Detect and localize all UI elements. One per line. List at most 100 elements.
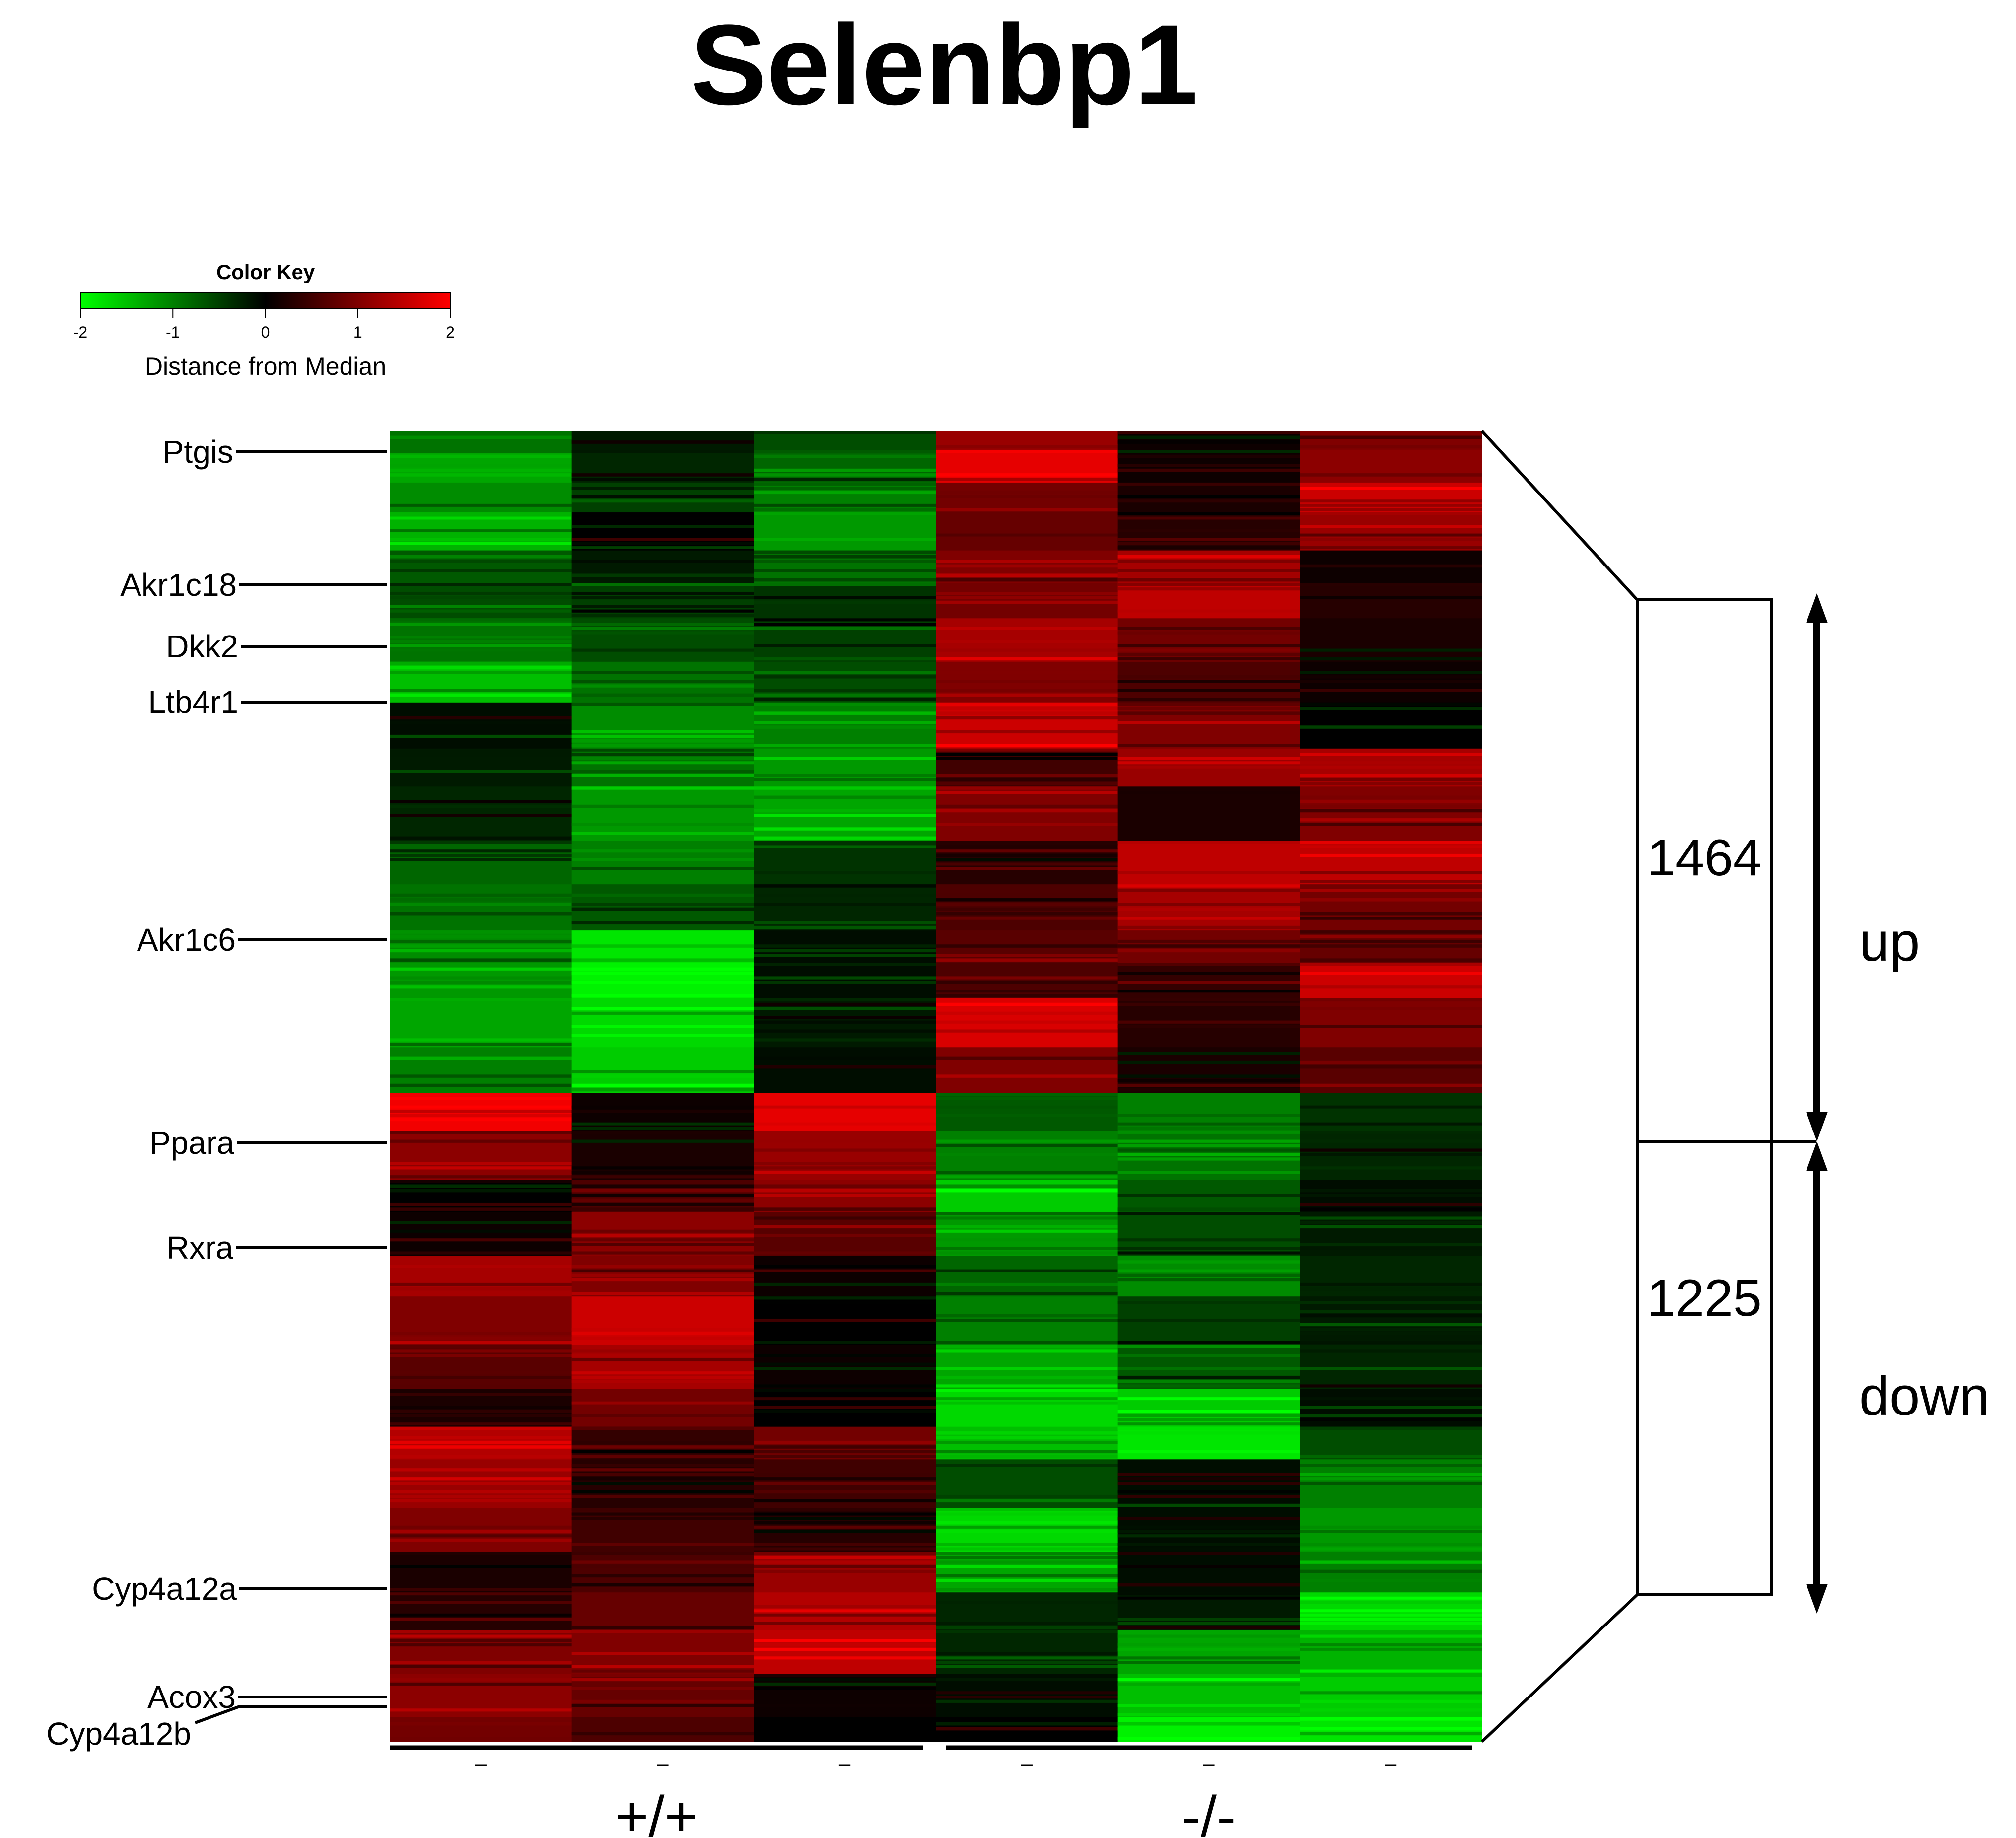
heatmap-stripe xyxy=(1117,653,1300,656)
heatmap-stripe xyxy=(936,903,1118,906)
heatmap-stripe xyxy=(390,1251,572,1255)
heatmap-stripe xyxy=(1117,627,1300,630)
heatmap-stripe xyxy=(754,1002,936,1006)
heatmap-stripe xyxy=(571,1166,754,1170)
heatmap-stripe xyxy=(390,1189,572,1193)
heatmap-stripe xyxy=(936,1105,1118,1109)
heatmap-stripe xyxy=(571,596,754,600)
heatmap-stripe xyxy=(754,1639,936,1642)
heatmap-stripe xyxy=(390,939,572,943)
heatmap-stripe xyxy=(390,1422,572,1426)
heatmap-stripe xyxy=(390,1038,572,1042)
heatmap-stripe xyxy=(1117,702,1300,706)
cluster-direction-label: down xyxy=(1859,1366,1990,1427)
heatmap-stripe xyxy=(754,1643,936,1647)
heatmap-stripe xyxy=(754,1318,936,1322)
heatmap-stripe xyxy=(390,560,572,563)
heatmap-stripe xyxy=(754,1038,936,1042)
heatmap-stripe xyxy=(390,836,572,840)
heatmap-stripe xyxy=(571,1074,754,1078)
heatmap-stripe xyxy=(1117,939,1300,943)
heatmap-stripe xyxy=(936,778,1118,781)
heatmap-stripe xyxy=(936,1665,1118,1668)
heatmap-stripe xyxy=(936,1574,1118,1578)
heatmap-stripe xyxy=(1300,538,1482,541)
heatmap-stripe xyxy=(936,1397,1118,1401)
heatmap-stripe xyxy=(1117,1175,1300,1179)
heatmap-stripe xyxy=(390,898,572,902)
heatmap-stripe xyxy=(1300,1397,1482,1401)
heatmap-stripe xyxy=(1300,880,1482,883)
heatmap-stripe xyxy=(936,1318,1118,1322)
heatmap-stripe xyxy=(1117,845,1300,848)
heatmap-stripe xyxy=(1300,525,1482,528)
heatmap-stripe xyxy=(1117,1596,1300,1600)
heatmap-stripe xyxy=(754,893,936,897)
heatmap-stripe xyxy=(1300,1287,1482,1291)
heatmap-cell xyxy=(1300,1296,1482,1346)
heatmap-stripe xyxy=(571,702,754,706)
heatmap-stripe xyxy=(390,1436,572,1440)
heatmap-stripe xyxy=(754,487,936,490)
heatmap-stripe xyxy=(571,993,754,997)
color-key-tick-label: 1 xyxy=(353,323,362,341)
heatmap-stripe xyxy=(1117,1503,1300,1507)
heatmap-stripe xyxy=(936,841,1118,844)
heatmap-stripe xyxy=(1117,583,1300,586)
heatmap-stripe xyxy=(571,1332,754,1336)
heatmap-stripe xyxy=(571,1175,754,1179)
heatmap-stripe xyxy=(571,1088,754,1092)
heatmap-stripe xyxy=(754,1265,936,1268)
heatmap-stripe xyxy=(571,730,754,734)
heatmap-stripe xyxy=(1300,1613,1482,1617)
heatmap-stripe xyxy=(1300,1547,1482,1551)
heatmap-cell xyxy=(936,1592,1118,1631)
heatmap-stripe xyxy=(1300,1406,1482,1409)
gene-label: Akr1c6 xyxy=(137,922,236,958)
heatmap-stripe xyxy=(1117,440,1300,444)
heatmap-stripe xyxy=(571,972,754,975)
heatmap-stripe xyxy=(754,1384,936,1388)
heatmap-stripe xyxy=(571,770,754,773)
heatmap-stripe xyxy=(571,1560,754,1564)
heatmap-stripe xyxy=(754,555,936,559)
heatmap-stripe xyxy=(1117,871,1300,875)
heatmap-cell xyxy=(1300,450,1482,483)
heatmap-stripe xyxy=(936,782,1118,785)
heatmap-stripe xyxy=(390,976,572,980)
heatmap-stripe xyxy=(390,1175,572,1179)
heatmap-cell xyxy=(936,1047,1118,1093)
group-label: -/- xyxy=(1182,1785,1236,1838)
heatmap-stripe xyxy=(1117,1530,1300,1533)
heatmap-stripe xyxy=(754,744,936,747)
heatmap-stripe xyxy=(936,1341,1118,1344)
heatmap-stripe xyxy=(1300,675,1482,679)
heatmap-stripe xyxy=(936,716,1118,720)
heatmap-stripe xyxy=(390,1393,572,1396)
gene-label: Dkk2 xyxy=(166,629,238,664)
heatmap-stripe xyxy=(390,1332,572,1336)
heatmap-stripe xyxy=(754,1454,936,1458)
heatmap-stripe xyxy=(571,1110,754,1113)
heatmap-stripe xyxy=(571,542,754,545)
heatmap-cell xyxy=(571,1592,754,1631)
heatmap-stripe xyxy=(1300,1007,1482,1010)
heatmap-stripe xyxy=(754,1499,936,1503)
heatmap-stripe xyxy=(936,560,1118,563)
heatmap-stripe xyxy=(390,609,572,613)
heatmap-stripe xyxy=(936,1440,1118,1444)
heatmap-stripe xyxy=(936,1171,1118,1174)
heatmap-stripe xyxy=(390,893,572,897)
heatmap-stripe xyxy=(936,1384,1118,1388)
heatmap-stripe xyxy=(571,903,754,906)
heatmap-stripe xyxy=(1300,1139,1482,1143)
heatmap-stripe xyxy=(1117,1354,1300,1357)
heatmap-stripe xyxy=(571,671,754,674)
heatmap-stripe xyxy=(1300,1732,1482,1736)
heatmap-stripe xyxy=(390,648,572,652)
heatmap-stripe xyxy=(936,1588,1118,1591)
heatmap-stripe xyxy=(390,958,572,962)
heatmap-stripe xyxy=(1300,435,1482,439)
heatmap-stripe xyxy=(936,1431,1118,1435)
heatmap-stripe xyxy=(571,487,754,490)
